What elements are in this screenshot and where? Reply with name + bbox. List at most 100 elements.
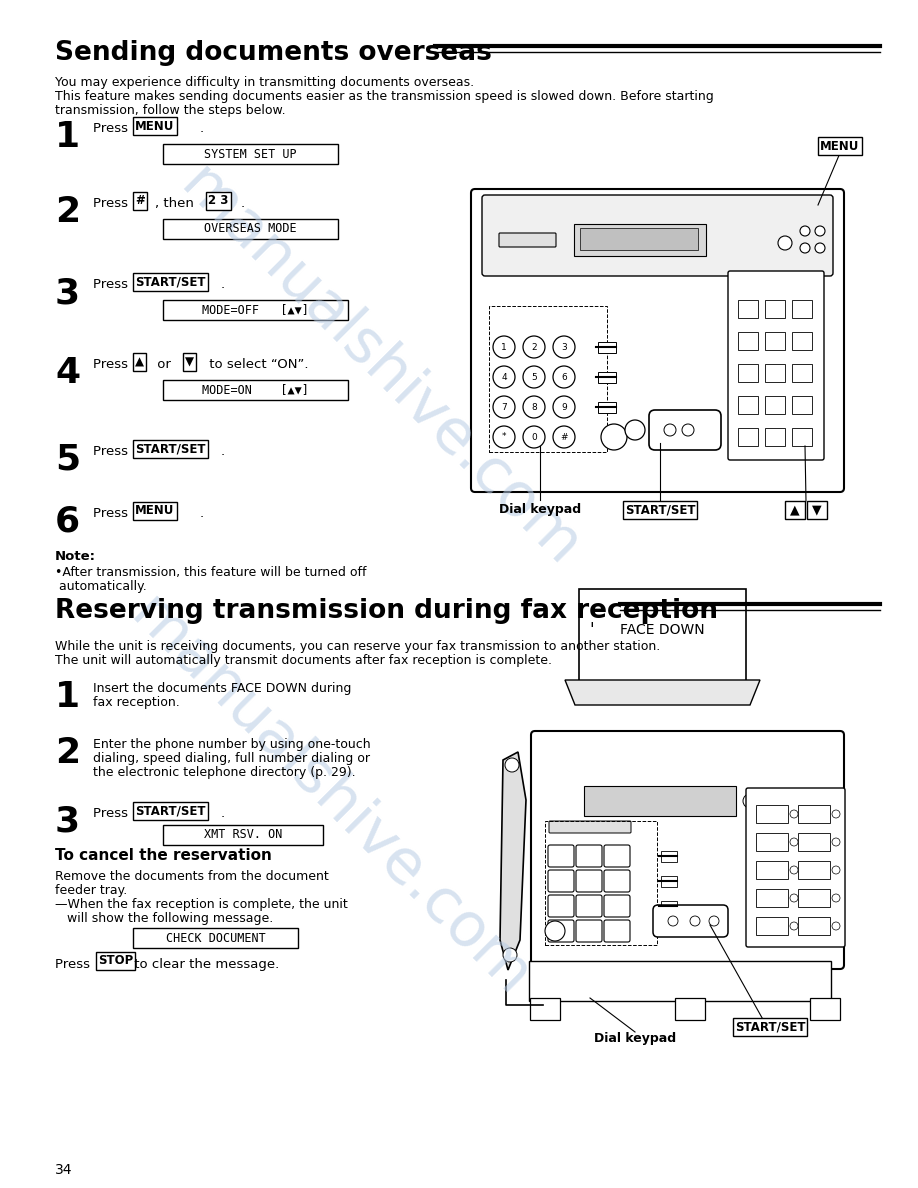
Text: 4: 4 — [55, 356, 80, 390]
Text: Reserving transmission during fax reception: Reserving transmission during fax recept… — [55, 598, 718, 624]
Circle shape — [553, 366, 575, 388]
FancyBboxPatch shape — [548, 920, 574, 942]
Text: 34: 34 — [55, 1163, 73, 1177]
FancyBboxPatch shape — [765, 331, 785, 350]
Circle shape — [553, 396, 575, 418]
Text: MENU: MENU — [135, 120, 174, 133]
FancyBboxPatch shape — [765, 428, 785, 446]
Text: Press: Press — [93, 278, 132, 291]
Circle shape — [790, 866, 798, 874]
Circle shape — [743, 794, 757, 808]
FancyBboxPatch shape — [798, 861, 830, 879]
Text: automatically.: automatically. — [55, 580, 147, 593]
Circle shape — [800, 244, 810, 253]
Circle shape — [805, 830, 813, 838]
Text: to clear the message.: to clear the message. — [130, 958, 279, 971]
FancyBboxPatch shape — [604, 895, 630, 917]
Text: 2: 2 — [55, 195, 80, 229]
FancyBboxPatch shape — [133, 928, 298, 948]
Text: —When the fax reception is complete, the unit: —When the fax reception is complete, the… — [55, 898, 348, 911]
Circle shape — [505, 758, 519, 772]
FancyBboxPatch shape — [765, 396, 785, 413]
Text: .: . — [200, 507, 204, 520]
Circle shape — [778, 236, 792, 249]
Circle shape — [523, 366, 545, 388]
Text: 1: 1 — [501, 342, 507, 352]
FancyBboxPatch shape — [574, 225, 706, 255]
Circle shape — [553, 336, 575, 358]
Text: 3: 3 — [561, 342, 567, 352]
FancyBboxPatch shape — [798, 833, 830, 851]
FancyBboxPatch shape — [728, 271, 824, 460]
Text: 2: 2 — [532, 342, 537, 352]
Circle shape — [664, 424, 676, 436]
Text: 1: 1 — [55, 680, 80, 714]
FancyBboxPatch shape — [163, 219, 338, 239]
Text: Dial keypad: Dial keypad — [499, 504, 581, 517]
FancyBboxPatch shape — [653, 905, 728, 937]
Text: START/SET: START/SET — [135, 276, 206, 289]
Circle shape — [690, 916, 700, 925]
Text: 5: 5 — [532, 373, 537, 381]
FancyBboxPatch shape — [810, 998, 840, 1020]
FancyBboxPatch shape — [598, 342, 616, 353]
Text: MODE=ON    [▲▼]: MODE=ON [▲▼] — [202, 384, 309, 397]
Text: MENU: MENU — [821, 139, 859, 152]
Text: FACE DOWN: FACE DOWN — [621, 623, 705, 637]
FancyBboxPatch shape — [785, 501, 805, 519]
Text: ▲: ▲ — [135, 355, 144, 368]
Circle shape — [523, 336, 545, 358]
FancyBboxPatch shape — [482, 195, 833, 276]
Text: .: . — [221, 278, 225, 291]
Circle shape — [800, 226, 810, 236]
FancyBboxPatch shape — [756, 861, 788, 879]
Circle shape — [503, 948, 517, 962]
Text: will show the following message.: will show the following message. — [55, 912, 274, 925]
Text: manualshive.com: manualshive.com — [118, 586, 542, 1010]
Text: START/SET: START/SET — [734, 1020, 805, 1034]
Text: Press: Press — [93, 197, 132, 210]
FancyBboxPatch shape — [661, 901, 677, 912]
FancyBboxPatch shape — [756, 889, 788, 906]
FancyBboxPatch shape — [576, 845, 602, 867]
Text: 1: 1 — [55, 120, 80, 154]
FancyBboxPatch shape — [649, 410, 721, 450]
FancyBboxPatch shape — [765, 301, 785, 318]
FancyBboxPatch shape — [580, 228, 698, 249]
Text: To cancel the reservation: To cancel the reservation — [55, 848, 272, 862]
FancyBboxPatch shape — [163, 380, 348, 400]
Text: Enter the phone number by using one-touch: Enter the phone number by using one-touc… — [93, 738, 371, 751]
Circle shape — [493, 366, 515, 388]
FancyBboxPatch shape — [792, 331, 812, 350]
Text: Dial keypad: Dial keypad — [594, 1032, 676, 1045]
Circle shape — [790, 895, 798, 902]
FancyBboxPatch shape — [548, 895, 574, 917]
Text: OVERSEAS MODE: OVERSEAS MODE — [204, 222, 297, 235]
FancyBboxPatch shape — [530, 998, 560, 1020]
Text: Press: Press — [93, 122, 132, 135]
FancyBboxPatch shape — [792, 396, 812, 413]
Text: This feature makes sending documents easier as the transmission speed is slowed : This feature makes sending documents eas… — [55, 90, 714, 103]
FancyBboxPatch shape — [765, 364, 785, 383]
Circle shape — [545, 921, 565, 941]
FancyBboxPatch shape — [798, 805, 830, 823]
FancyBboxPatch shape — [584, 786, 736, 816]
FancyBboxPatch shape — [598, 402, 616, 413]
FancyBboxPatch shape — [549, 821, 631, 833]
FancyBboxPatch shape — [579, 589, 746, 681]
Text: ▲: ▲ — [790, 504, 800, 517]
FancyBboxPatch shape — [548, 845, 574, 867]
Text: Press: Press — [93, 358, 132, 371]
Circle shape — [601, 424, 627, 450]
Circle shape — [832, 895, 840, 902]
Text: or: or — [153, 358, 175, 371]
Text: dialing, speed dialing, full number dialing or: dialing, speed dialing, full number dial… — [93, 752, 370, 765]
Polygon shape — [565, 680, 760, 704]
Text: #: # — [135, 195, 145, 208]
FancyBboxPatch shape — [576, 870, 602, 892]
Text: CHECK DOCUMENT: CHECK DOCUMENT — [165, 931, 265, 944]
FancyBboxPatch shape — [756, 833, 788, 851]
FancyBboxPatch shape — [738, 364, 758, 383]
Text: 5: 5 — [55, 443, 80, 478]
Text: While the unit is receiving documents, you can reserve your fax transmission to : While the unit is receiving documents, y… — [55, 640, 660, 653]
